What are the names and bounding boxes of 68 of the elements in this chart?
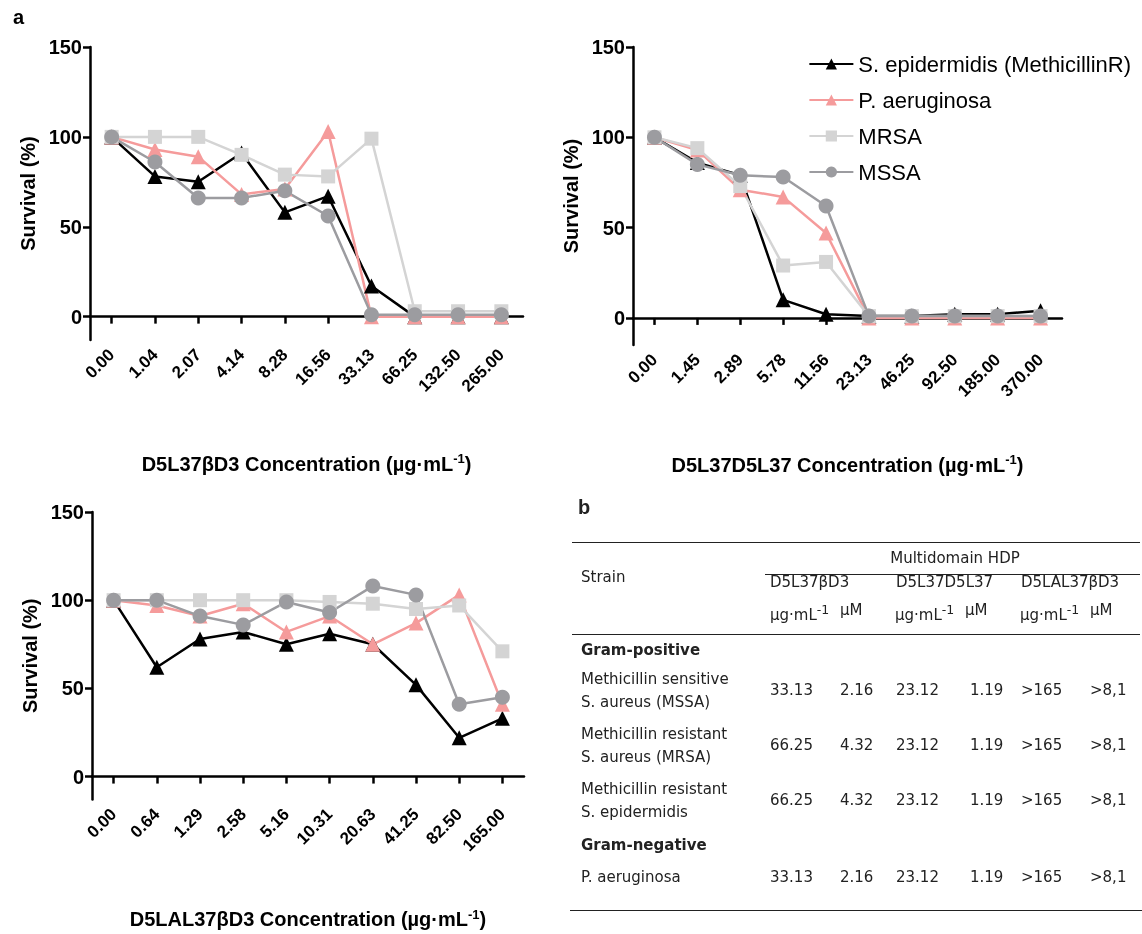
x-tick-label: 0.00: [83, 804, 121, 842]
text: Methicillin resistant: [581, 725, 728, 743]
text: 2.16: [840, 681, 874, 699]
text: D5L37D5L37: [896, 573, 994, 591]
legend-label: MRSA: [858, 123, 923, 149]
text: Strain: [581, 568, 626, 586]
y-tick-label: 100: [50, 589, 84, 612]
text: 23.12: [896, 736, 939, 754]
y-tick-label: 100: [591, 126, 625, 149]
text: 23.12: [896, 868, 939, 886]
y-axis-title: Survival (%): [559, 138, 582, 254]
text: µM: [1090, 601, 1113, 619]
text: 23.12: [896, 681, 939, 699]
text: Methicillin resistant: [581, 780, 728, 798]
y-tick-label: 100: [48, 125, 82, 148]
text: S. aureus (MSSA): [581, 693, 711, 711]
text: µg·mL$^{-1}$: [770, 601, 830, 624]
text: 1.19: [970, 868, 1004, 886]
text: Methicillin sensitive: [581, 670, 729, 688]
y-tick-label: 0: [72, 765, 84, 788]
text: >8,1: [1090, 868, 1127, 886]
text: 66.25: [770, 736, 813, 754]
text: S. aureus (MRSA): [581, 748, 712, 766]
text: S. epidermidis: [581, 803, 688, 821]
text: Gram-negative: [581, 836, 707, 854]
text: >165: [1021, 791, 1063, 809]
text: 2.16: [840, 868, 874, 886]
y-tick-label: 0: [613, 306, 625, 329]
text: P. aeruginosa: [581, 868, 681, 886]
text: >8,1: [1090, 681, 1127, 699]
legend-label: P. aeruginosa: [858, 87, 993, 113]
text: Multidomain HDP: [890, 549, 1020, 567]
text: >8,1: [1090, 736, 1127, 754]
chart-title: a: [13, 6, 25, 28]
text: µg·mL$^{-1}$: [895, 601, 955, 624]
text: >165: [1021, 736, 1063, 754]
legend-label: S. epidermidis (MethicillinR): [858, 51, 1132, 77]
y-tick-label: 0: [70, 305, 82, 328]
y-tick-label: 150: [591, 36, 625, 58]
y-tick-label: 50: [602, 216, 625, 239]
text: 23.12: [896, 791, 939, 809]
text: µg·mL$^{-1}$: [1020, 601, 1080, 624]
y-tick-label: 150: [50, 501, 84, 523]
text: 1.19: [970, 791, 1004, 809]
text: >165: [1021, 868, 1063, 886]
text: 33.13: [770, 868, 813, 886]
text: D5L37βD3: [770, 573, 850, 591]
text: Gram-positive: [581, 641, 701, 659]
y-tick-label: 50: [61, 677, 84, 700]
text: 4.32: [840, 791, 874, 809]
text: µM: [840, 601, 863, 619]
text: 4.32: [840, 736, 874, 754]
x-tick-label: 0.00: [81, 345, 119, 383]
text: 1.19: [970, 736, 1004, 754]
x-tick-label: 5.16: [256, 804, 294, 842]
text: 66.25: [770, 791, 813, 809]
text: µM: [965, 601, 988, 619]
text: b: [578, 496, 591, 519]
text: 1.19: [970, 681, 1004, 699]
y-tick-label: 50: [59, 215, 82, 238]
text: >8,1: [1090, 791, 1127, 809]
text: 33.13: [770, 681, 813, 699]
legend-label: MSSA: [858, 159, 922, 185]
y-axis-title: Survival (%): [18, 598, 41, 713]
text: >165: [1021, 681, 1063, 699]
y-axis-title: Survival (%): [16, 136, 39, 251]
text: D5LAL37βD3: [1021, 573, 1120, 591]
y-tick-label: 150: [48, 36, 82, 58]
